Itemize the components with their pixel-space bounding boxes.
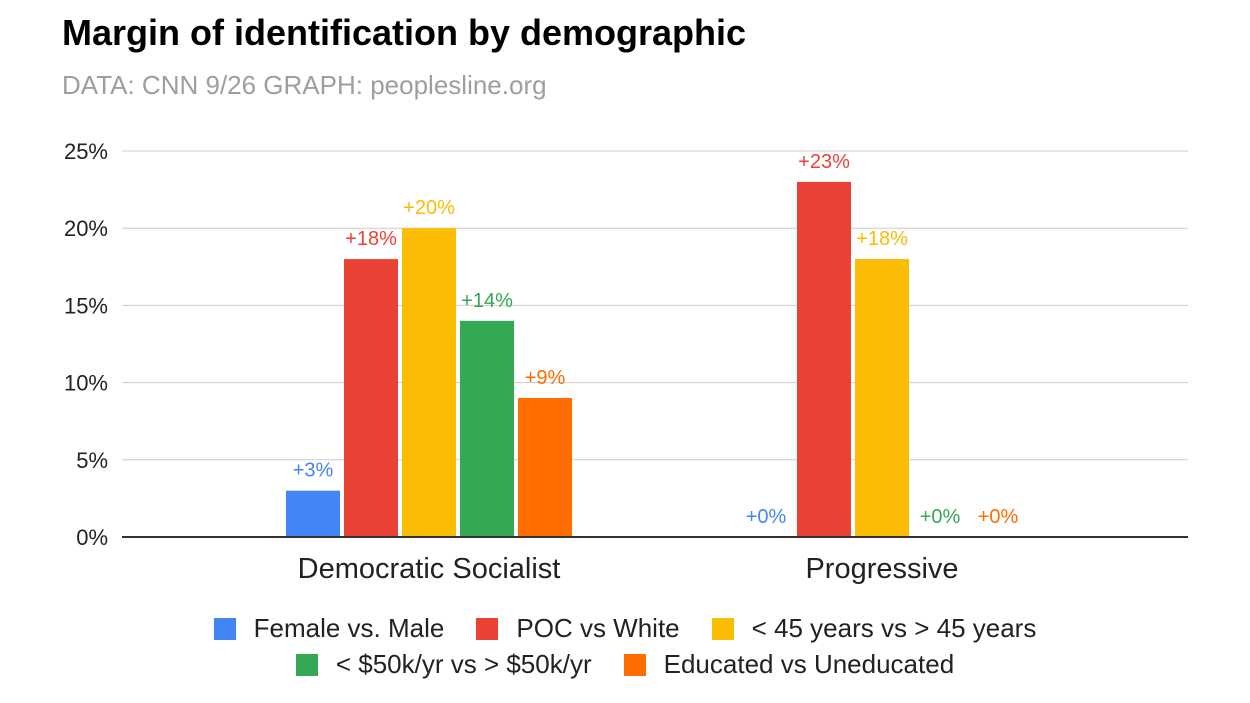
legend-row: < $50k/yr vs > $50k/yr Educated vs Uneduc… bbox=[0, 649, 1250, 680]
x-category-label: Progressive bbox=[805, 553, 958, 585]
legend-label: POC vs White bbox=[516, 613, 680, 643]
bar-chart: 0% 5% 10% 15% 20% 25% +3% +18% +20% +14% +9% Democr… bbox=[64, 139, 1188, 585]
bar bbox=[797, 181, 851, 537]
data-label: +23% bbox=[798, 151, 850, 173]
bar bbox=[518, 398, 572, 537]
bar bbox=[855, 259, 909, 537]
y-tick-label: 15% bbox=[64, 293, 108, 318]
legend-swatch bbox=[623, 653, 646, 676]
legend-row: Female vs. Male POC vs White < 45 years vs… bbox=[0, 613, 1250, 644]
y-tick-label: 0% bbox=[76, 525, 108, 550]
legend-swatch bbox=[711, 617, 734, 640]
data-label: +0% bbox=[920, 506, 961, 528]
legend-item: < $50k/yr vs > $50k/yr bbox=[295, 649, 592, 680]
legend-item: Educated vs Uneducated bbox=[623, 649, 955, 680]
data-label: +14% bbox=[461, 290, 513, 312]
bar bbox=[402, 228, 456, 537]
chart-title: Margin of identification by demographic bbox=[62, 12, 747, 53]
y-tick-label: 25% bbox=[64, 139, 108, 164]
data-label: +3% bbox=[293, 460, 334, 482]
legend-item: < 45 years vs > 45 years bbox=[711, 613, 1037, 644]
legend-swatch bbox=[295, 653, 318, 676]
data-label: +20% bbox=[403, 197, 455, 219]
data-label: +0% bbox=[746, 506, 787, 528]
bar bbox=[286, 490, 340, 537]
y-tick-label: 5% bbox=[76, 448, 108, 473]
legend-label: < $50k/yr vs > $50k/yr bbox=[335, 649, 592, 679]
x-category-label: Democratic Socialist bbox=[298, 553, 561, 585]
chart-subtitle: DATA: CNN 9/26 GRAPH: peoplesline.org bbox=[62, 70, 547, 100]
legend-swatch bbox=[476, 617, 499, 640]
data-label: +9% bbox=[525, 367, 566, 389]
y-tick-label: 10% bbox=[64, 371, 108, 396]
legend-label: Female vs. Male bbox=[253, 613, 445, 643]
legend-item: POC vs White bbox=[476, 613, 680, 644]
data-label: +0% bbox=[978, 506, 1019, 528]
legend-swatch bbox=[213, 617, 236, 640]
data-label: +18% bbox=[856, 228, 908, 250]
data-label: +18% bbox=[345, 228, 397, 250]
bar bbox=[344, 259, 398, 537]
legend-label: < 45 years vs > 45 years bbox=[751, 613, 1037, 643]
bar bbox=[460, 320, 514, 537]
y-tick-label: 20% bbox=[64, 216, 108, 241]
legend-label: Educated vs Uneducated bbox=[663, 649, 955, 679]
legend-item: Female vs. Male bbox=[213, 613, 445, 644]
